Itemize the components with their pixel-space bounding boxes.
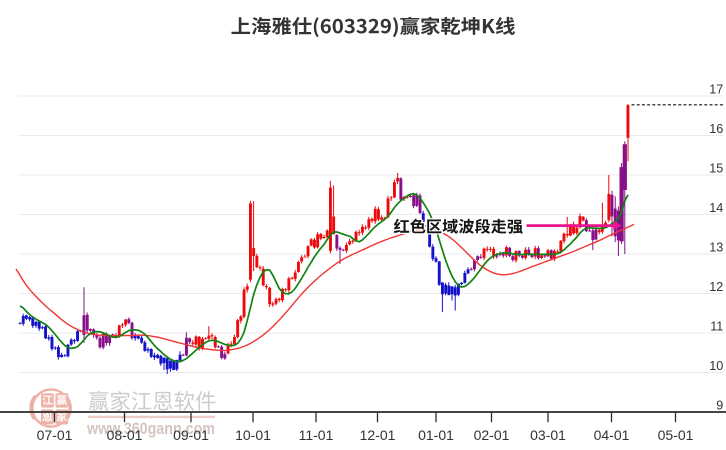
svg-text:11-01: 11-01 — [299, 427, 334, 443]
svg-text:17: 17 — [709, 83, 723, 97]
svg-text:12: 12 — [709, 280, 723, 294]
svg-text:12-01: 12-01 — [360, 427, 396, 443]
svg-text:09-01: 09-01 — [173, 427, 209, 443]
svg-text:05-01: 05-01 — [658, 427, 694, 443]
svg-text:03-01: 03-01 — [530, 427, 566, 443]
svg-text:14: 14 — [709, 201, 723, 215]
svg-text:16: 16 — [709, 122, 723, 136]
svg-text:10-01: 10-01 — [235, 427, 271, 443]
svg-text:www.360gann.com: www.360gann.com — [86, 419, 215, 438]
svg-text:13: 13 — [709, 241, 723, 255]
svg-text:07-01: 07-01 — [37, 427, 73, 443]
svg-text:08-01: 08-01 — [107, 427, 143, 443]
svg-text:01-01: 01-01 — [418, 427, 454, 443]
svg-text:04-01: 04-01 — [594, 427, 630, 443]
svg-text:15: 15 — [709, 162, 723, 176]
svg-text:10: 10 — [709, 359, 723, 373]
svg-text:11: 11 — [710, 320, 723, 334]
svg-text:02-01: 02-01 — [474, 427, 510, 443]
svg-text:9: 9 — [716, 399, 723, 413]
